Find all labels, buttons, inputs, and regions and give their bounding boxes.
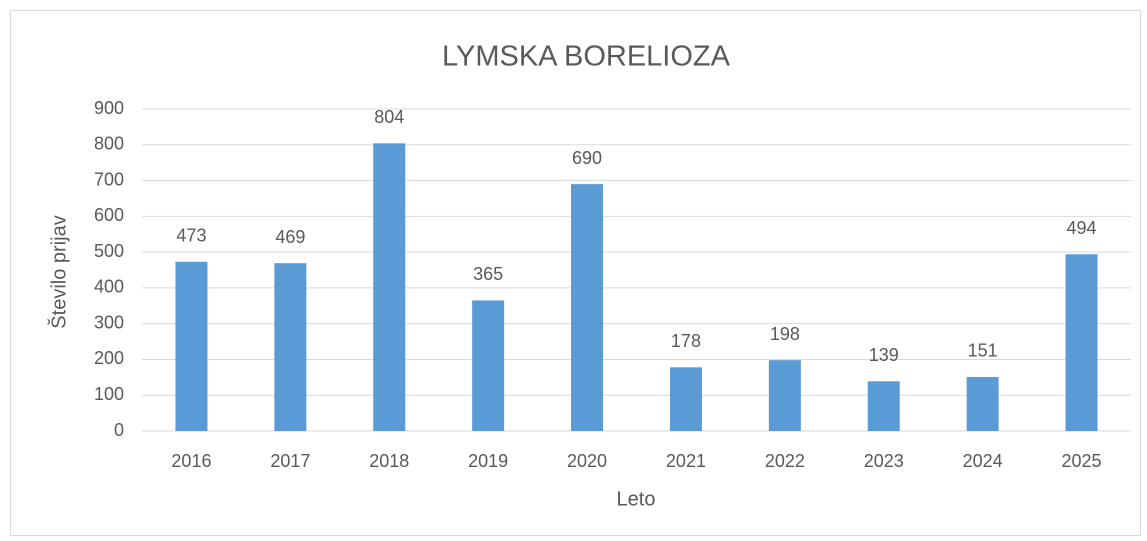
x-tick-label: 2016 xyxy=(171,451,211,471)
chart-title: LYMSKA BORELIOZA xyxy=(442,41,731,73)
y-tick-label: 400 xyxy=(94,277,124,297)
y-tick-label: 100 xyxy=(94,384,124,404)
y-tick-label: 800 xyxy=(94,134,124,154)
bar xyxy=(768,360,801,431)
data-label: 139 xyxy=(869,345,899,365)
data-label: 473 xyxy=(176,226,206,246)
data-label: 804 xyxy=(374,107,404,127)
data-label: 690 xyxy=(572,148,602,168)
data-label: 365 xyxy=(473,264,503,284)
bar xyxy=(175,261,208,431)
x-tick-label: 2021 xyxy=(666,451,706,471)
x-tick-label: 2024 xyxy=(963,451,1003,471)
x-tick-label: 2019 xyxy=(468,451,508,471)
x-tick-label: 2020 xyxy=(567,451,607,471)
data-label: 151 xyxy=(968,341,998,361)
y-tick-label: 600 xyxy=(94,205,124,225)
x-tick-label: 2023 xyxy=(864,451,904,471)
bar xyxy=(571,184,604,431)
bar xyxy=(669,367,702,431)
y-tick-label: 700 xyxy=(94,169,124,189)
x-tick-label: 2025 xyxy=(1062,451,1102,471)
bar xyxy=(274,263,307,431)
data-label: 178 xyxy=(671,331,701,351)
bar xyxy=(472,300,505,431)
y-tick-label: 900 xyxy=(94,98,124,118)
y-axis-label: Število prijav xyxy=(47,215,70,328)
bar xyxy=(867,381,900,431)
bar xyxy=(1065,254,1098,431)
y-tick-label: 200 xyxy=(94,348,124,368)
y-tick-label: 300 xyxy=(94,312,124,332)
data-label: 198 xyxy=(770,324,800,344)
data-label: 469 xyxy=(275,227,305,247)
x-tick-label: 2017 xyxy=(270,451,310,471)
bar xyxy=(966,376,999,431)
y-tick-label: 500 xyxy=(94,241,124,261)
x-axis-label: Leto xyxy=(617,488,656,510)
data-label: 494 xyxy=(1067,218,1097,238)
bar xyxy=(373,143,406,431)
y-tick-label: 0 xyxy=(114,420,124,440)
x-tick-label: 2022 xyxy=(765,451,805,471)
x-tick-label: 2018 xyxy=(369,451,409,471)
